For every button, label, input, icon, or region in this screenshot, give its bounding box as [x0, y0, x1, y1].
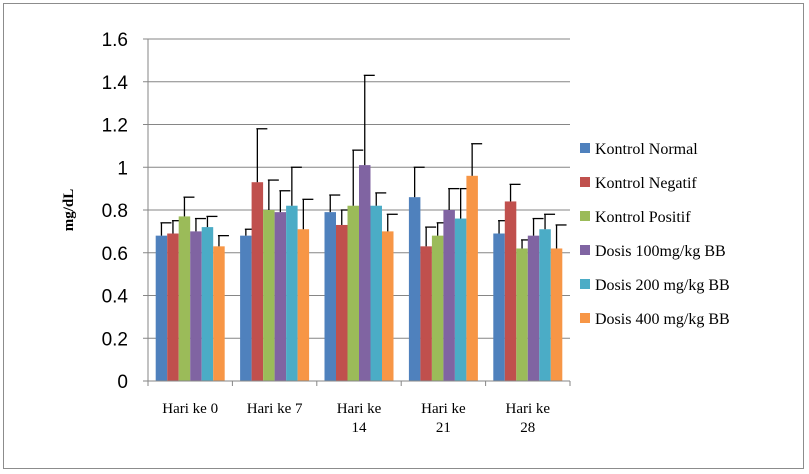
bar: [382, 231, 394, 381]
bar: [466, 175, 478, 381]
legend-label: Kontrol Positif: [595, 209, 691, 226]
legend: Kontrol Normal Kontrol Negatif Kontrol Pos…: [580, 141, 730, 328]
legend-label: Kontrol Negatif: [595, 175, 697, 192]
x-category-label: Hari ke 28: [506, 401, 551, 436]
y-tick-label: 1: [117, 158, 128, 179]
bar: [347, 205, 359, 381]
bar: [167, 233, 179, 381]
bar: [190, 231, 202, 381]
legend-swatch: [580, 177, 590, 187]
x-category-label: Hari ke 21: [421, 401, 466, 436]
y-tick-label: 0.6: [102, 244, 128, 265]
bars: [155, 74, 567, 381]
legend-swatch: [580, 143, 590, 153]
legend-swatch: [580, 313, 590, 323]
bar: [454, 218, 467, 381]
legend-swatch: [580, 245, 590, 255]
bar: [155, 235, 168, 381]
x-category-label: Hari ke 7: [247, 401, 303, 417]
legend-swatch: [580, 279, 590, 289]
y-tick-label: 0.2: [102, 329, 128, 350]
y-tick-label: 1.2: [102, 116, 128, 137]
bar: [297, 229, 310, 381]
bar: [336, 224, 348, 381]
bar: [251, 182, 264, 381]
y-axis-label: mg/dL: [61, 189, 77, 232]
bar: [213, 246, 225, 381]
y-tick-label: 0.8: [102, 201, 128, 222]
bar: [420, 246, 432, 381]
bar: [324, 212, 336, 381]
chart-frame: [3, 3, 804, 469]
bar: [178, 216, 191, 381]
legend-label: Dosis 100mg/kg BB: [595, 243, 726, 260]
bar: [370, 205, 382, 381]
bar: [286, 205, 298, 381]
bar: [263, 210, 275, 381]
legend-label: Dosis 200 mg/kg BB: [595, 277, 730, 294]
legend-swatch: [580, 211, 590, 221]
bar: [359, 165, 371, 381]
bar: [527, 235, 540, 381]
bar: [240, 235, 252, 381]
y-tick-label: 1.6: [102, 30, 128, 51]
x-category-label: Hari ke 14: [337, 401, 382, 436]
bar: [504, 201, 517, 381]
axes: 0 0.2 0.4 0.6 0.8 1 1.2 1.4 1.6 Hari ke 0 Hari ke …: [102, 30, 571, 436]
bar: [516, 248, 528, 381]
bar: [539, 229, 551, 381]
bar: [431, 235, 444, 381]
bar: [550, 248, 563, 381]
legend-label: Kontrol Normal: [595, 141, 698, 158]
legend-label: Dosis 400 mg/kg BB: [595, 311, 730, 328]
y-tick-label: 0: [117, 372, 128, 393]
x-category-label: Hari ke 0: [162, 401, 218, 417]
y-tick-label: 1.4: [102, 73, 129, 94]
bar: [493, 233, 505, 381]
bar: [443, 210, 455, 381]
bar: [408, 197, 421, 381]
bar: [274, 212, 287, 381]
y-tick-label: 0.4: [102, 287, 129, 308]
bar: [201, 227, 214, 381]
